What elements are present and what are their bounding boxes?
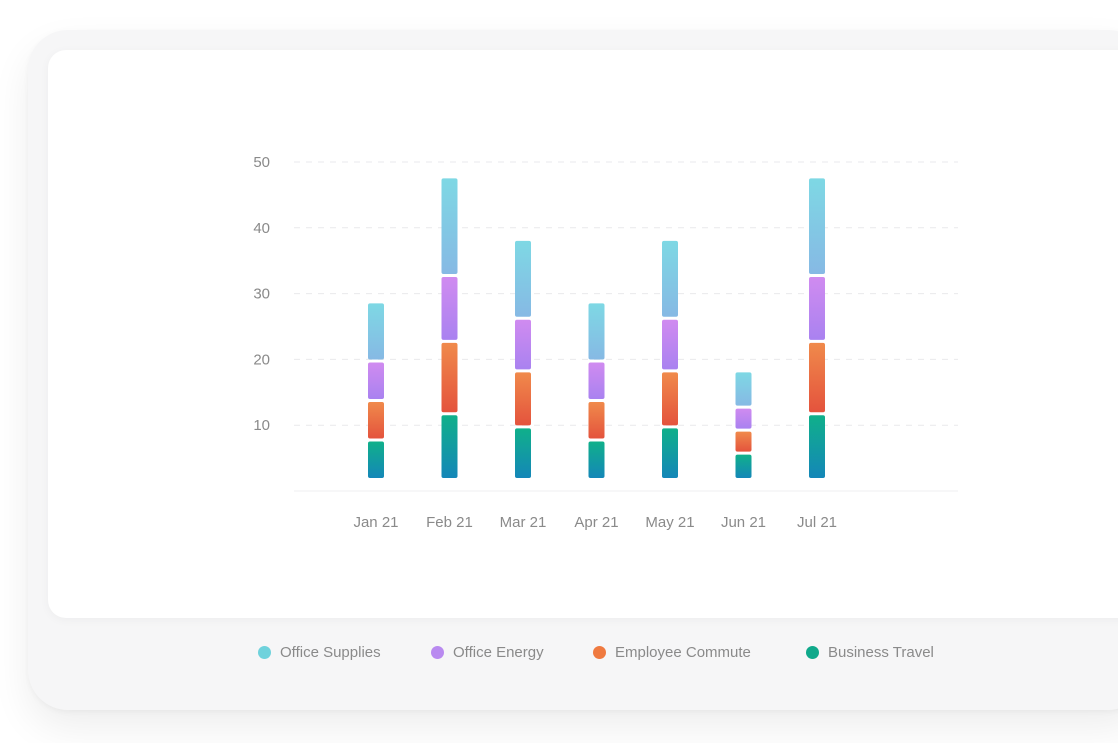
bar-segment-employee-commute[interactable] [368,402,384,439]
legend-dot-employee-commute [593,646,606,659]
bar-segment-office-energy[interactable] [588,362,605,400]
bar-segment-employee-commute[interactable] [809,342,825,413]
bar-segment-employee-commute[interactable] [662,372,678,426]
bar-segment-office-energy[interactable] [735,408,752,429]
bar-segment-business-travel[interactable] [441,415,458,478]
bar-segment-office-energy[interactable] [441,277,458,340]
legend-dot-office-supplies [258,646,271,659]
bar-segment-office-supplies[interactable] [588,303,605,360]
legend-dot-office-energy [431,646,444,659]
bar-segment-employee-commute[interactable] [441,342,458,413]
bar-segment-business-travel[interactable] [809,415,825,478]
bar-segment-office-supplies[interactable] [735,372,752,406]
x-tick-label: Jul 21 [797,514,837,531]
bar-segment-office-energy[interactable] [515,319,531,370]
bar-segment-business-travel[interactable] [368,441,384,478]
bar-segment-office-supplies[interactable] [441,178,458,275]
x-tick-label: Feb 21 [426,514,473,531]
y-tick-label: 20 [253,351,270,368]
x-tick-label: Apr 21 [574,514,618,531]
y-tick-label: 40 [253,220,270,237]
legend-item-employee-commute[interactable]: Employee Commute [593,644,751,661]
bar-segment-business-travel[interactable] [588,441,605,478]
bar-segment-employee-commute[interactable] [515,372,531,426]
bar-segment-office-supplies[interactable] [515,240,531,317]
legend-label: Employee Commute [615,644,751,661]
legend-item-business-travel[interactable]: Business Travel [806,644,934,661]
bar-segment-business-travel[interactable] [662,428,678,478]
bar-segment-office-supplies[interactable] [662,240,678,317]
bars [368,178,825,478]
x-tick-label: Jan 21 [353,514,398,531]
bar-segment-employee-commute[interactable] [735,431,752,452]
chart-card [48,50,1118,618]
x-tick-label: May 21 [645,514,694,531]
legend-dot-business-travel [806,646,819,659]
x-tick-label: Jun 21 [721,514,766,531]
legend: Office Supplies Office Energy Employee C… [48,632,1118,676]
bar-segment-employee-commute[interactable] [588,402,605,439]
y-axis-ticks: 10 20 30 40 50 [253,154,270,434]
bar-segment-office-energy[interactable] [662,319,678,370]
legend-label: Office Supplies [280,644,381,661]
bar-segment-business-travel[interactable] [735,454,752,478]
y-tick-label: 50 [253,154,270,171]
bar-segment-office-supplies[interactable] [368,303,384,360]
legend-label: Business Travel [828,644,934,661]
y-tick-label: 30 [253,286,270,303]
legend-item-office-supplies[interactable]: Office Supplies [258,644,381,661]
legend-label: Office Energy [453,644,544,661]
y-tick-label: 10 [253,417,270,434]
grid-lines [294,161,958,492]
x-axis-ticks: Jan 21 Feb 21 Mar 21 Apr 21 May 21 Jun 21 Jul … [353,514,837,531]
bar-segment-office-energy[interactable] [809,277,825,340]
bar-segment-office-energy[interactable] [368,362,384,400]
bar-segment-business-travel[interactable] [515,428,531,478]
legend-item-office-energy[interactable]: Office Energy [431,644,544,661]
x-tick-label: Mar 21 [500,514,547,531]
bar-segment-office-supplies[interactable] [809,178,825,275]
